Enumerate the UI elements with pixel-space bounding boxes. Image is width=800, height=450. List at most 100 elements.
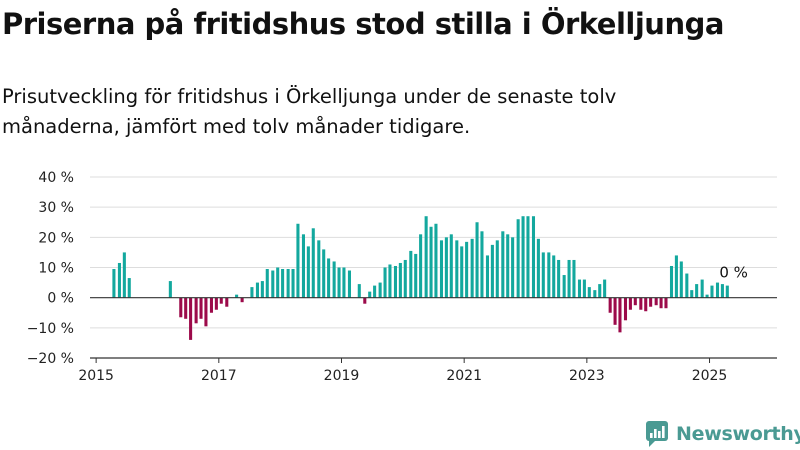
bar: [562, 275, 566, 298]
bar: [506, 234, 510, 298]
y-tick-label: −20 %: [27, 351, 74, 367]
bar: [654, 297, 658, 306]
bar: [235, 294, 239, 298]
bar: [255, 282, 259, 298]
bar: [179, 297, 183, 318]
bar: [659, 297, 663, 309]
bar: [332, 261, 336, 298]
bar: [286, 269, 290, 298]
gridlines: [90, 176, 777, 329]
bar: [557, 259, 561, 298]
bar: [623, 297, 628, 321]
bar: [444, 237, 448, 298]
bar: [434, 223, 438, 298]
bar: [368, 291, 372, 298]
bar: [669, 265, 674, 298]
bar: [265, 269, 269, 298]
bar: [475, 222, 479, 298]
bar: [291, 269, 295, 298]
bar: [419, 234, 423, 298]
bar: [225, 297, 229, 307]
bar: [209, 297, 213, 313]
bar: [531, 216, 536, 298]
x-tick-label: 2023: [569, 368, 605, 384]
bar: [577, 279, 582, 298]
bar: [301, 234, 305, 298]
bar: [184, 297, 188, 319]
bar: [593, 290, 597, 298]
bar: [117, 262, 121, 298]
bar: [633, 297, 637, 306]
x-tick-label: 2017: [201, 368, 237, 384]
latest-value-annotation: 0 %: [719, 264, 748, 282]
bar: [388, 264, 392, 298]
bar: [536, 238, 540, 298]
y-tick-label: 30 %: [38, 200, 74, 216]
x-tick-label: 2019: [324, 368, 360, 384]
y-tick-label: −10 %: [27, 321, 74, 337]
bar: [219, 297, 223, 304]
bar: [311, 228, 315, 298]
bar: [414, 253, 418, 298]
bar: [715, 282, 720, 298]
bar: [690, 290, 694, 298]
bar: [465, 241, 469, 298]
bar: [495, 240, 499, 298]
bar: [455, 240, 459, 298]
bar-chart: −20 %−10 %0 %10 %20 %30 %40 % 2015 2017 20…: [27, 170, 777, 384]
bar: [628, 297, 632, 310]
bar: [122, 252, 126, 298]
bar: [357, 284, 361, 298]
y-tick-label: 10 %: [38, 261, 74, 277]
bar: [322, 249, 326, 298]
bar: [547, 252, 551, 298]
bar: [378, 282, 382, 298]
bar: [306, 246, 310, 298]
bar: [327, 258, 331, 298]
bar: [511, 237, 515, 298]
bar: [685, 273, 689, 298]
bar: [521, 216, 525, 298]
x-tick-label: 2021: [446, 368, 482, 384]
bar: [409, 250, 413, 298]
bar: [194, 297, 198, 324]
bar: [552, 255, 556, 298]
bar: [127, 278, 131, 298]
chart-subtitle: Prisutveckling för fritidshus i Örkellju…: [2, 85, 617, 138]
bar: [276, 267, 280, 298]
bar: [598, 284, 602, 298]
bar: [501, 231, 505, 298]
newsworthy-logo: Newsworthy: [645, 419, 800, 449]
bar: [700, 279, 704, 298]
bar: [429, 226, 433, 298]
bar: [679, 261, 683, 298]
bar: [403, 259, 407, 298]
bar: [199, 297, 203, 319]
bar: [296, 223, 300, 298]
bar: [398, 262, 402, 298]
bar: [587, 287, 591, 298]
bar: [710, 285, 714, 298]
bar: [281, 269, 285, 298]
bar: [204, 297, 208, 327]
chart-title: Priserna på fritidshus stod stilla i Örk…: [2, 7, 724, 41]
bar: [485, 255, 490, 298]
bar: [460, 246, 464, 298]
bar: [526, 216, 530, 298]
y-tick-label: 0 %: [47, 291, 74, 307]
bar: [112, 269, 116, 298]
bar: [449, 234, 453, 298]
bar: [214, 297, 218, 310]
bar: [470, 238, 474, 298]
bar: [725, 285, 729, 298]
bar: [639, 297, 643, 310]
bar: [271, 270, 275, 298]
bar: [189, 297, 193, 340]
bar: [541, 252, 545, 298]
y-axis-tick-labels: −20 % −10 % 0 % 10 % 20 % 30 % 40 %: [27, 170, 74, 367]
bar: [644, 297, 648, 312]
bar: [664, 297, 668, 309]
bar: [567, 259, 571, 298]
x-tick-label: 2015: [78, 368, 114, 384]
bar: [674, 255, 678, 298]
